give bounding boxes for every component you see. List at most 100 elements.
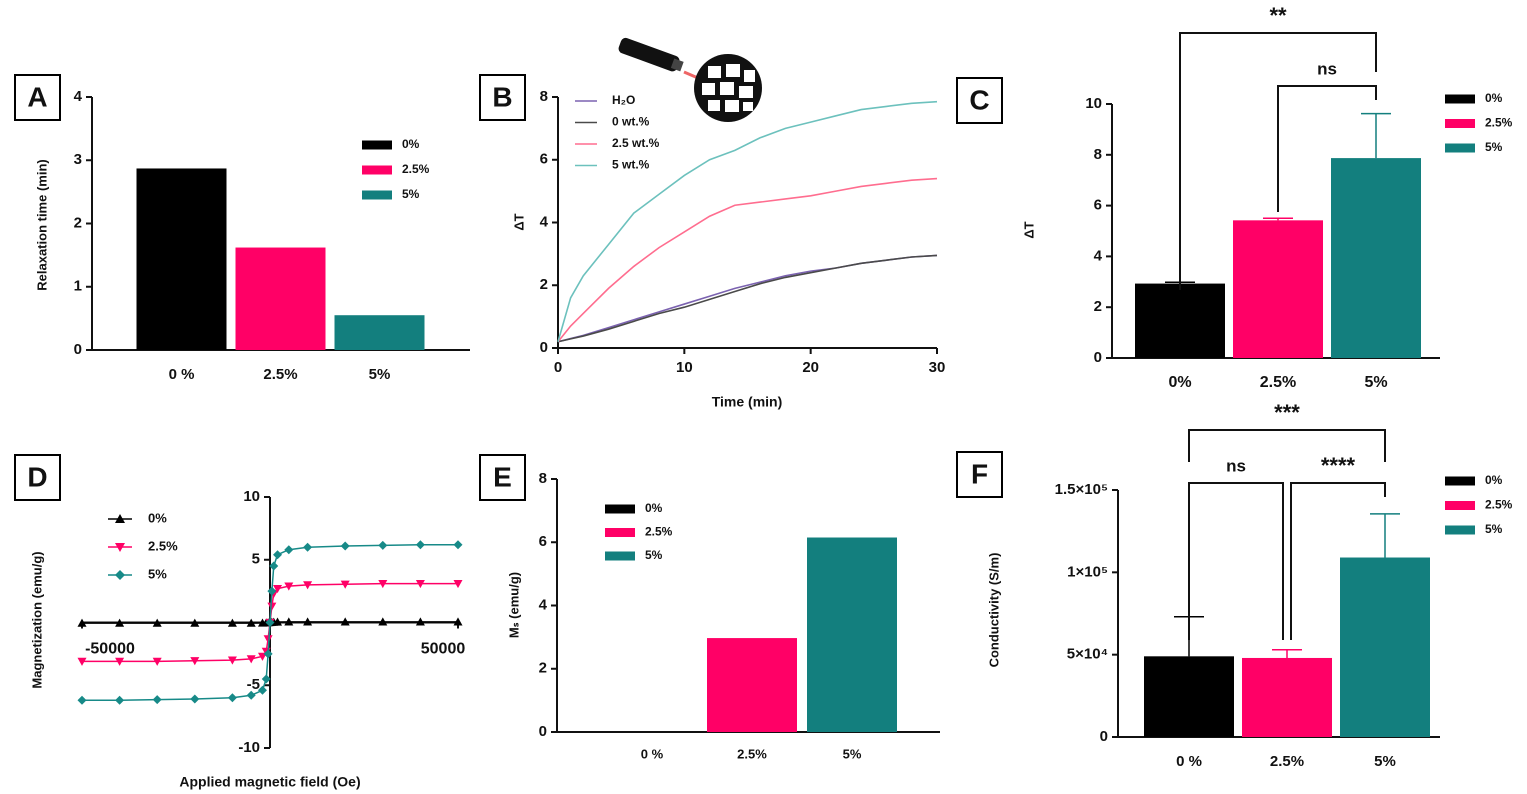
y-tick-label: 0 [1094,349,1102,366]
x-axis-label: Time (min) [712,394,783,410]
x-tick-label: 0 % [1176,753,1202,770]
y-tick-label: -10 [238,739,260,756]
mesh-cells [702,64,755,112]
legend-label: 0% [1485,91,1503,105]
bar [137,168,227,350]
bar [335,315,425,350]
x-axis-label: Applied magnetic field (Oe) [179,774,360,790]
x-tick-label: 30 [929,359,946,376]
y-axis-label: Mₛ (emu/g) [506,572,521,638]
panel-label: F [971,458,988,489]
y-tick-label: 4 [540,213,549,230]
panel-label: E [493,461,512,492]
legend-label: 2.5 wt.% [612,136,660,150]
legend-label: H₂O [612,93,635,107]
x-tick-label: 2.5% [737,746,767,761]
x-tick-label: 0 [554,359,562,376]
legend-label: 0% [148,510,167,525]
legend-label: 0% [645,501,663,515]
y-tick-label: 8 [540,88,548,105]
legend-label: 2.5% [1485,498,1513,512]
x-tick-label: 2.5% [1260,374,1296,391]
x-tick-label: 0% [1168,374,1191,391]
legend-swatch [1445,501,1475,510]
y-axis-label: ΔT [511,213,526,230]
bar [1242,658,1332,737]
y-tick-label: -5 [247,676,260,693]
legend-swatch [1445,144,1475,153]
x-tick-label: 2.5% [1270,753,1304,770]
legend-label: 5% [148,566,167,581]
x-tick-label: 10 [676,359,693,376]
legend-label: 0% [402,137,420,151]
legend-label: 2.5% [645,525,673,539]
y-tick-label: 1×10⁵ [1067,563,1108,580]
y-tick-label: 8 [539,470,547,487]
bar [1233,220,1323,358]
legend-swatch [605,552,635,561]
y-tick-label: 4 [1094,247,1103,264]
legend-swatch [362,166,392,175]
y-axis-label: ΔT [1021,221,1036,238]
legend-label: 2.5% [148,538,178,553]
y-tick-label: 2 [1094,298,1102,315]
legend-label: 0% [1485,473,1503,487]
y-tick-label: 6 [539,533,547,550]
panel-label: A [27,81,47,112]
y-tick-label: 5×10⁴ [1067,646,1108,663]
bar [1144,656,1234,737]
x-tick-label: 5% [1374,753,1396,770]
x-tick-label: 5% [369,366,391,383]
legend-label: 5% [402,187,420,201]
y-tick-label: 8 [1094,146,1102,163]
x-tick-label: -50000 [85,641,135,658]
legend-swatch [1445,526,1475,535]
y-tick-label: 0 [540,339,548,356]
significance-label: ns [1226,456,1246,475]
bar [1331,158,1421,358]
legend-label: 2.5% [402,162,430,176]
y-tick-label: 6 [540,151,548,168]
significance-label: ** [1269,3,1287,28]
legend-label: 2.5% [1485,116,1513,130]
y-tick-label: 4 [539,596,548,613]
y-tick-label: 1.5×10⁵ [1055,481,1108,498]
panel-label: D [27,461,47,492]
x-tick-label: 2.5% [263,366,297,383]
y-tick-label: 10 [1085,95,1102,112]
legend-swatch [1445,477,1475,486]
y-tick-label: 5 [252,551,260,568]
legend-label: 0 wt.% [612,115,650,129]
y-tick-label: 10 [243,488,260,505]
legend-swatch [1445,95,1475,104]
legend-swatch [1445,119,1475,128]
bar [807,538,897,732]
y-axis-label: Relaxation time (min) [34,159,49,290]
bar [1340,558,1430,737]
y-tick-label: 0 [539,723,547,740]
legend-swatch [362,141,392,150]
legend-label: 5% [645,548,663,562]
y-axis-label: Conductivity (S/m) [986,553,1001,668]
figure: A Relaxation time (min) 0 1 2 3 4 0 % 2.5% 5% 0% 2.… [0,0,1527,794]
y-axis-label: Magnetization (emu/g) [29,551,44,688]
legend-swatch [362,191,392,200]
legend-swatch [605,505,635,514]
legend-label: 5% [1485,522,1503,536]
x-tick-label: 5% [843,746,862,761]
legend-swatch [605,528,635,537]
x-tick-label: 0 % [641,746,664,761]
y-tick-label: 3 [74,151,82,168]
y-tick-label: 2 [540,276,548,293]
y-tick-label: 6 [1094,197,1102,214]
x-tick-label: 20 [802,359,819,376]
y-tick-label: 4 [74,88,83,105]
y-tick-label: 0 [74,341,82,358]
y-tick-label: 0 [1100,728,1108,745]
panel-label: B [492,81,512,112]
bar [707,638,797,732]
legend-label: 5% [1485,140,1503,154]
y-tick-label: 1 [74,278,82,295]
x-tick-label: 5% [1364,374,1387,391]
x-tick-label: 50000 [421,641,466,658]
